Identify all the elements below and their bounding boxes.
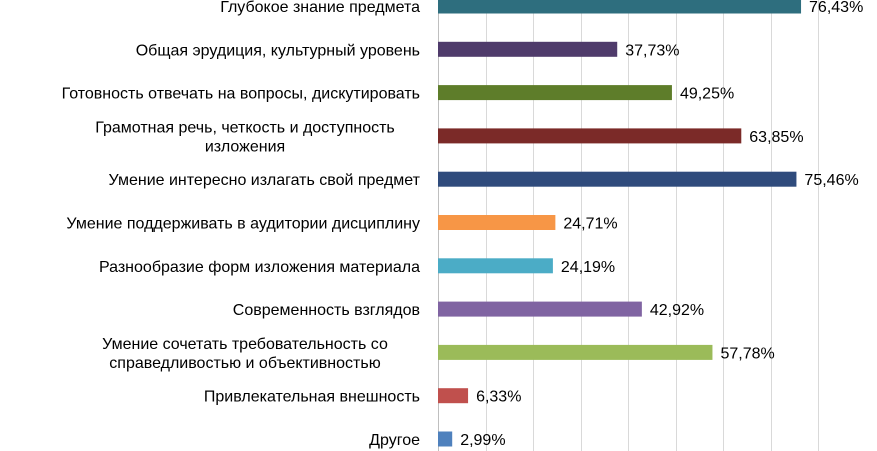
bar: [438, 128, 742, 144]
bar: [438, 258, 553, 274]
category-label-line: изложения: [205, 138, 285, 155]
bars-layer: [438, 0, 802, 447]
category-label-line: Глубокое знание предмета: [220, 0, 420, 16]
bar: [438, 215, 556, 230]
data-label: 24,71%: [563, 216, 617, 233]
category-label-line: Общая эрудиция, культурный уровень: [136, 42, 420, 59]
category-label-line: Современность взглядов: [233, 302, 420, 319]
category-label: Грамотная речь, четкость и доступность из…: [95, 119, 395, 155]
data-label: 37,73%: [625, 42, 679, 59]
bar: [438, 85, 672, 101]
category-label: Общая эрудиция, культурный уровень: [136, 42, 420, 59]
data-label: 57,78%: [720, 345, 774, 362]
grid-layer: [438, 0, 819, 451]
category-label-line: Другое: [369, 432, 420, 449]
bar: [438, 301, 642, 317]
category-label-line: Умение поддерживать в аудитории дисципли…: [66, 216, 420, 233]
data-label: 75,46%: [804, 172, 858, 189]
data-label: 49,25%: [680, 86, 734, 103]
category-label: Разнообразие форм изложения материала: [99, 259, 420, 276]
category-label: Умение сочетать требовательность со справ…: [102, 336, 388, 372]
category-label-line: Умение интересно излагать свой предмет: [109, 172, 421, 189]
category-label-line: Разнообразие форм изложения материала: [99, 259, 420, 276]
category-label-line: Привлекательная внешность: [204, 389, 420, 406]
bar: [438, 388, 469, 404]
data-label: 63,85%: [749, 129, 803, 146]
category-label: Готовность отвечать на вопросы, дискутир…: [62, 86, 420, 103]
data-label: 2,99%: [460, 432, 505, 449]
data-label: 6,33%: [476, 389, 521, 406]
data-label: 76,43%: [809, 0, 863, 16]
category-label-line: справедливостью и объективностью: [109, 355, 380, 372]
category-label: Умение интересно излагать свой предмет: [109, 172, 421, 189]
category-label: Глубокое знание предмета: [220, 0, 420, 16]
data-label: 42,92%: [650, 302, 704, 319]
bar: [438, 41, 618, 57]
bar: [438, 344, 713, 360]
bar: [438, 431, 453, 447]
category-label: Современность взглядов: [233, 302, 420, 319]
category-label-line: Грамотная речь, четкость и доступность: [95, 119, 395, 136]
category-label: Другое: [369, 432, 420, 449]
data-label: 24,19%: [561, 259, 615, 276]
bar: [438, 0, 802, 14]
category-label: Привлекательная внешность: [204, 389, 420, 406]
category-label: Умение поддерживать в аудитории дисципли…: [66, 216, 420, 233]
labels-layer: 76,43% Глубокое знание предмета 37,73% Обща…: [62, 0, 864, 449]
category-label-line: Готовность отвечать на вопросы, дискутир…: [62, 86, 420, 103]
category-label-line: Умение сочетать требовательность со: [102, 336, 388, 353]
bar: [438, 171, 797, 187]
